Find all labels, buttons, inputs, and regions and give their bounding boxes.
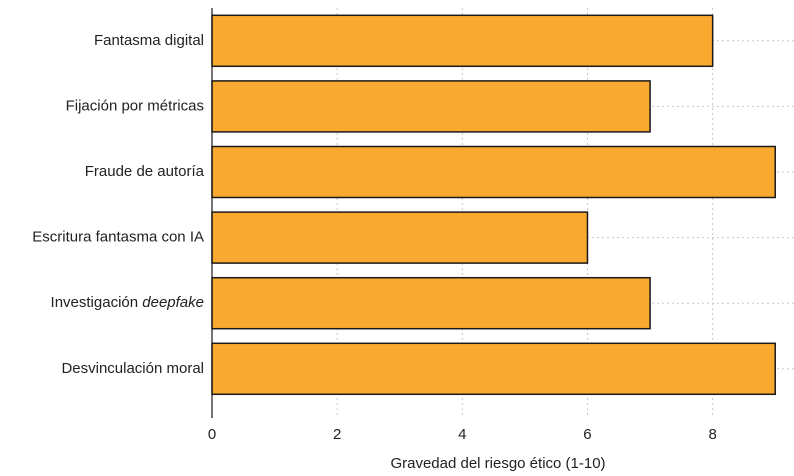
x-tick-label: 4 (458, 426, 466, 443)
category-label: Investigación deepfake (51, 294, 204, 311)
bar (211, 80, 651, 133)
category-label-text: Fraude de autoría (85, 163, 205, 180)
category-label-text: Escritura fantasma con IA (32, 229, 204, 246)
bar (211, 14, 714, 68)
x-tick-label: 0 (208, 426, 216, 443)
bar (211, 211, 589, 264)
bar (211, 342, 776, 396)
bar (211, 145, 776, 199)
category-label-text: Fantasma digital (94, 32, 204, 49)
category-label: Fraude de autoría (85, 163, 205, 180)
category-label: Fantasma digital (94, 32, 204, 49)
category-label: Escritura fantasma con IA (32, 229, 204, 246)
x-tick-label: 6 (583, 426, 591, 443)
category-label-text: Desvinculación moral (61, 360, 204, 377)
category-label-text: Fijación por métricas (66, 97, 204, 114)
x-axis-title: Gravedad del riesgo ético (1-10) (390, 455, 605, 472)
x-tick-labels: 0 2 4 6 8 (208, 426, 717, 443)
bars-layer (211, 14, 776, 396)
category-label: Fijación por métricas (66, 97, 204, 114)
category-label: Desvinculación moral (61, 360, 204, 377)
category-label-emphasis: deepfake (142, 294, 204, 311)
x-tick-label: 8 (708, 426, 716, 443)
category-label-text: Investigación (51, 294, 143, 311)
bar (211, 276, 651, 330)
x-tick-label: 2 (333, 426, 341, 443)
category-labels: Fantasma digital Fijación por métricas Fra… (32, 32, 204, 377)
